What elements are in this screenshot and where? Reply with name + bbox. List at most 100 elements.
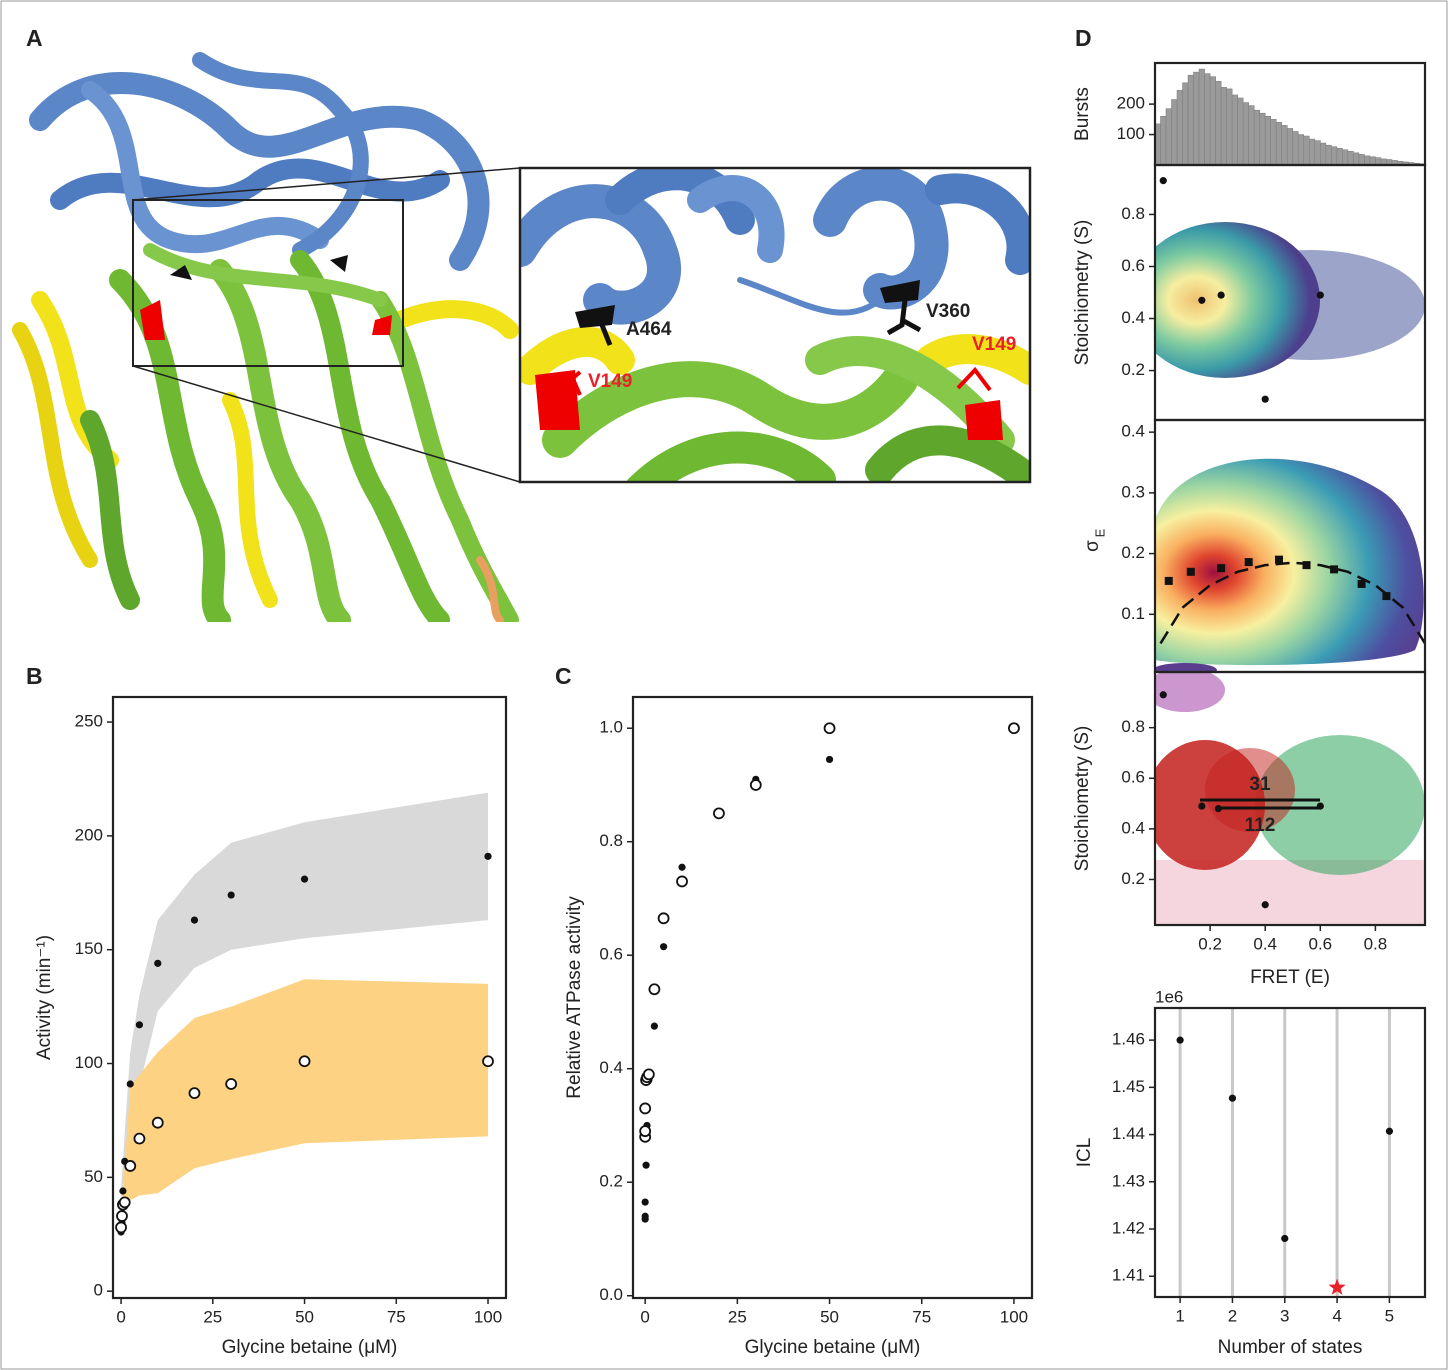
x-tick-label: 0.8 xyxy=(1364,934,1388,953)
point xyxy=(648,983,661,996)
point xyxy=(1274,555,1283,564)
point xyxy=(190,916,199,924)
state-clouds xyxy=(1155,672,1425,925)
inset-structure xyxy=(520,168,1030,482)
bar xyxy=(1198,68,1205,166)
x-tick-label: 50 xyxy=(820,1307,839,1326)
bar xyxy=(1292,131,1299,166)
fit-curve xyxy=(1159,561,1427,645)
bar xyxy=(1342,149,1349,166)
point xyxy=(642,1068,655,1081)
panel: 100 200 Bursts xyxy=(1072,61,1427,167)
axes-frame xyxy=(1153,670,1427,927)
point xyxy=(1385,1127,1394,1135)
y-axis-label: Activity (min⁻¹) xyxy=(34,935,55,1060)
point xyxy=(124,1160,137,1172)
annotation: 112 xyxy=(1245,815,1276,836)
hexbin-cloud xyxy=(1155,222,1425,378)
point xyxy=(1217,291,1225,299)
y-tick-label: 1.43 xyxy=(1112,1171,1145,1190)
point xyxy=(1261,395,1269,403)
x-axis-label: Glycine betaine (μM) xyxy=(222,1337,398,1358)
y-axis-label: ICL xyxy=(1074,1138,1095,1168)
point xyxy=(119,1187,127,1195)
y-tick-label: 100 xyxy=(75,1053,103,1072)
point xyxy=(151,1116,164,1129)
x-tick-label: 75 xyxy=(912,1307,931,1326)
point xyxy=(1330,565,1339,574)
x-tick-label: 0.4 xyxy=(1253,934,1277,953)
y-tick-label: 0 xyxy=(94,1281,103,1300)
point xyxy=(1186,567,1195,576)
y-tick-label: 0.2 xyxy=(599,1172,623,1191)
inset-frame xyxy=(518,166,1032,484)
bar xyxy=(1314,140,1321,166)
point xyxy=(825,755,834,764)
bar xyxy=(1220,87,1227,166)
point xyxy=(639,1125,652,1138)
x-axis-label: Glycine betaine (μM) xyxy=(745,1337,921,1358)
bar xyxy=(1369,156,1376,166)
point xyxy=(133,1132,146,1145)
bar xyxy=(1237,97,1244,166)
bar xyxy=(1297,134,1305,166)
bar xyxy=(1182,82,1189,166)
bar xyxy=(1176,90,1183,166)
zoom-box xyxy=(132,199,404,367)
panel-label: C xyxy=(555,663,572,689)
bar xyxy=(1209,76,1216,166)
bar xyxy=(1325,144,1332,166)
point xyxy=(484,852,492,860)
y-tick-label: 0.2 xyxy=(1121,869,1145,888)
point xyxy=(823,722,836,735)
x-tick-label: 2 xyxy=(1228,1306,1237,1325)
point xyxy=(1357,579,1366,588)
zoom-line xyxy=(132,167,521,201)
point xyxy=(642,1161,650,1169)
bar xyxy=(1331,146,1338,166)
y-tick-label: 1.41 xyxy=(1112,1266,1145,1285)
error-band xyxy=(121,979,489,1235)
y-tick-label: 1.42 xyxy=(1112,1218,1145,1237)
point xyxy=(135,1021,144,1029)
point xyxy=(639,1102,652,1115)
point xyxy=(118,1196,131,1209)
y-tick-label: 1.45 xyxy=(1112,1077,1145,1096)
bar xyxy=(1275,122,1283,166)
residue-label: V149 xyxy=(588,371,632,392)
point xyxy=(1244,558,1253,567)
x-tick-label: 25 xyxy=(728,1307,747,1326)
point xyxy=(1382,592,1391,601)
y-axis-label-sub: E xyxy=(1092,528,1107,537)
point xyxy=(1214,805,1222,813)
annotation: 31 xyxy=(1249,774,1271,795)
bar xyxy=(1160,115,1167,166)
panel: 0 50 100 150 200 250 0 25 50 75 100 Activity (min⁻¹… xyxy=(34,695,508,1358)
x-tick-label: 75 xyxy=(387,1307,406,1326)
point xyxy=(126,1080,134,1088)
bar xyxy=(1320,142,1327,166)
bar xyxy=(1187,74,1194,166)
y-tick-label: 0.6 xyxy=(599,945,623,964)
error-band xyxy=(121,792,489,1201)
x-tick-label: 0 xyxy=(116,1307,125,1326)
panel: 0.2 0.4 0.6 0.8 0.2 0.4 0.6 0.8 Stoichiometry (S… xyxy=(1072,670,1427,988)
y-tick-label: 0.2 xyxy=(1121,360,1145,379)
bar xyxy=(1231,94,1238,166)
bar xyxy=(1248,105,1255,166)
residue-label: A464 xyxy=(626,319,672,340)
point xyxy=(1217,564,1226,573)
y-tick-label: 200 xyxy=(75,825,103,844)
bar xyxy=(1308,138,1316,166)
x-tick-label: 3 xyxy=(1280,1306,1289,1325)
panel-label: D xyxy=(1075,25,1092,51)
point xyxy=(678,863,686,871)
point xyxy=(116,1210,128,1222)
y-tick-label: 1.44 xyxy=(1112,1124,1145,1143)
bar xyxy=(1281,125,1288,166)
x-axis-label: Number of states xyxy=(1218,1337,1363,1358)
panel: 0.0 0.2 0.4 0.6 0.8 1.0 0 25 50 75 100 Relative ATP… xyxy=(564,695,1034,1358)
y-axis-label: Stoichiometry (S) xyxy=(1072,726,1093,872)
point xyxy=(641,1198,649,1206)
